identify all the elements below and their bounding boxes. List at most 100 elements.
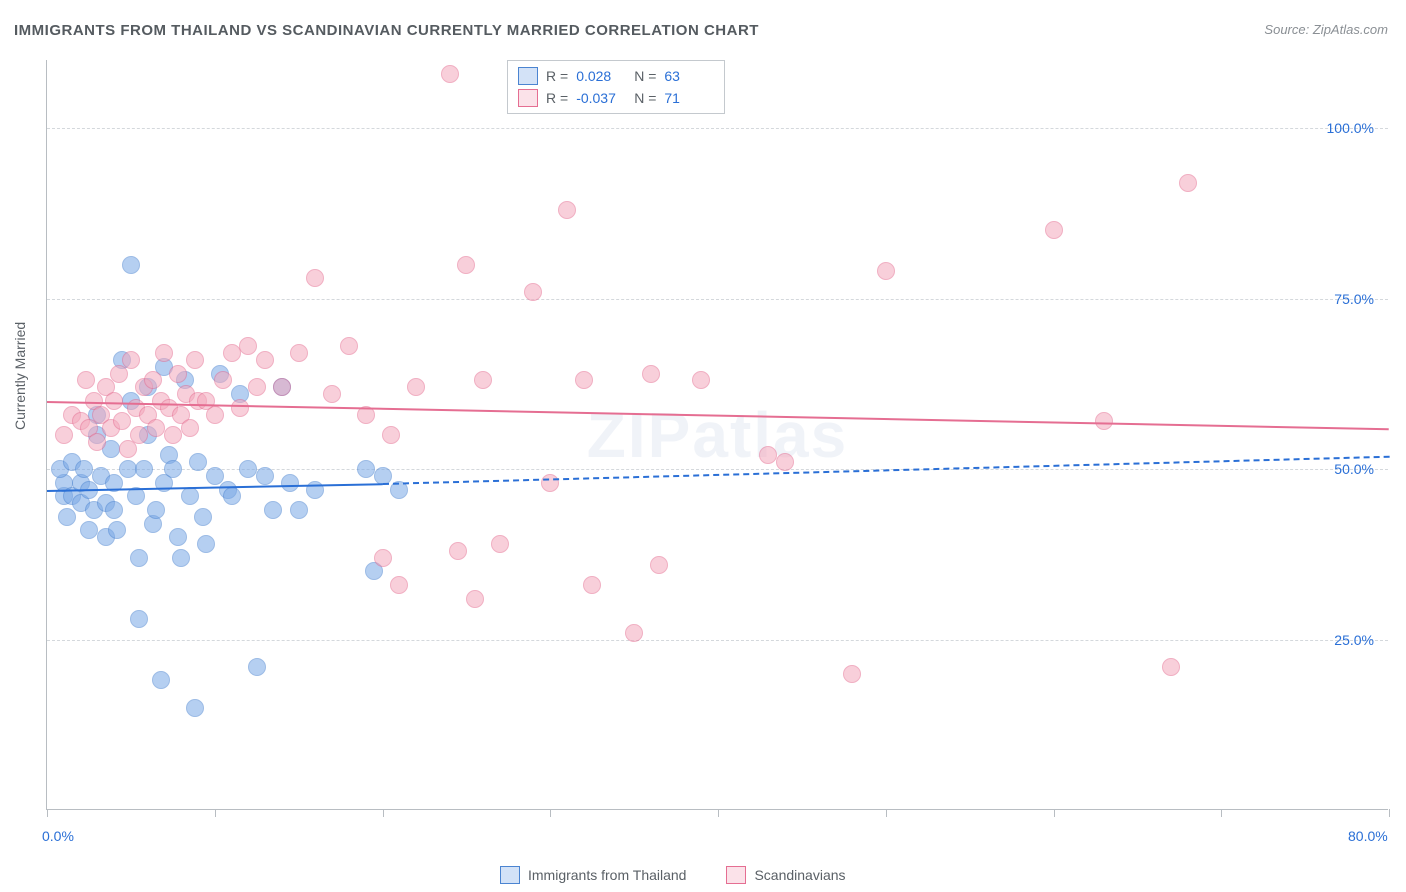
correlation-legend: R =0.028N =63R =-0.037N =71	[507, 60, 725, 114]
data-point	[58, 508, 76, 526]
legend-series-label: Immigrants from Thailand	[528, 867, 686, 883]
data-point	[77, 371, 95, 389]
x-tick	[383, 809, 384, 817]
data-point	[1162, 658, 1180, 676]
data-point	[223, 487, 241, 505]
x-axis-start-label: 0.0%	[42, 828, 74, 844]
data-point	[194, 508, 212, 526]
plot-area: ZIPatlas R =0.028N =63R =-0.037N =71 25.…	[46, 60, 1388, 810]
data-point	[692, 371, 710, 389]
data-point	[248, 378, 266, 396]
regression-line	[47, 401, 1389, 430]
data-point	[776, 453, 794, 471]
y-tick-label: 50.0%	[1334, 461, 1374, 477]
data-point	[340, 337, 358, 355]
legend-swatch	[518, 89, 538, 107]
legend-bottom-item: Immigrants from Thailand	[500, 866, 686, 884]
data-point	[147, 419, 165, 437]
legend-top-row: R = 0.028 N = 63	[518, 65, 714, 87]
legend-series-label: Scandinavians	[754, 867, 845, 883]
x-tick	[215, 809, 216, 817]
data-point	[449, 542, 467, 560]
data-point	[186, 699, 204, 717]
data-point	[147, 501, 165, 519]
data-point	[273, 378, 291, 396]
data-point	[80, 521, 98, 539]
x-tick	[550, 809, 551, 817]
data-point	[186, 351, 204, 369]
data-point	[466, 590, 484, 608]
data-point	[491, 535, 509, 553]
x-tick	[1221, 809, 1222, 817]
data-point	[239, 337, 257, 355]
gridline	[47, 128, 1388, 129]
data-point	[152, 671, 170, 689]
data-point	[390, 576, 408, 594]
y-tick-label: 100.0%	[1327, 120, 1374, 136]
data-point	[169, 365, 187, 383]
legend-swatch	[518, 67, 538, 85]
n-value: 63	[664, 68, 714, 84]
x-tick	[1054, 809, 1055, 817]
r-label: R =	[546, 90, 568, 106]
n-label: N =	[634, 68, 656, 84]
data-point	[306, 269, 324, 287]
data-point	[575, 371, 593, 389]
data-point	[290, 501, 308, 519]
data-point	[164, 460, 182, 478]
chart-container: IMMIGRANTS FROM THAILAND VS SCANDINAVIAN…	[0, 0, 1406, 892]
data-point	[181, 419, 199, 437]
data-point	[130, 549, 148, 567]
data-point	[407, 378, 425, 396]
legend-swatch	[726, 866, 746, 884]
data-point	[113, 412, 131, 430]
x-tick	[47, 809, 48, 817]
y-axis-label: Currently Married	[12, 322, 28, 430]
data-point	[583, 576, 601, 594]
data-point	[119, 460, 137, 478]
data-point	[135, 460, 153, 478]
data-point	[239, 460, 257, 478]
data-point	[108, 521, 126, 539]
x-axis-end-label: 80.0%	[1348, 828, 1388, 844]
data-point	[189, 453, 207, 471]
data-point	[122, 256, 140, 274]
data-point	[105, 392, 123, 410]
data-point	[75, 460, 93, 478]
data-point	[105, 501, 123, 519]
data-point	[264, 501, 282, 519]
r-value: -0.037	[576, 90, 626, 106]
data-point	[164, 426, 182, 444]
data-point	[441, 65, 459, 83]
data-point	[474, 371, 492, 389]
x-tick	[718, 809, 719, 817]
data-point	[223, 344, 241, 362]
data-point	[55, 426, 73, 444]
x-tick	[1389, 809, 1390, 817]
data-point	[650, 556, 668, 574]
data-point	[306, 481, 324, 499]
data-point	[169, 528, 187, 546]
data-point	[323, 385, 341, 403]
data-point	[382, 426, 400, 444]
data-point	[457, 256, 475, 274]
data-point	[843, 665, 861, 683]
data-point	[625, 624, 643, 642]
series-legend: Immigrants from Thailand Scandinavians	[500, 866, 846, 884]
data-point	[256, 351, 274, 369]
legend-bottom-item: Scandinavians	[726, 866, 845, 884]
r-label: R =	[546, 68, 568, 84]
data-point	[122, 351, 140, 369]
n-value: 71	[664, 90, 714, 106]
source-value: ZipAtlas.com	[1313, 22, 1388, 37]
r-value: 0.028	[576, 68, 626, 84]
data-point	[524, 283, 542, 301]
gridline	[47, 640, 1388, 641]
data-point	[642, 365, 660, 383]
legend-swatch	[500, 866, 520, 884]
data-point	[144, 371, 162, 389]
data-point	[541, 474, 559, 492]
data-point	[281, 474, 299, 492]
source-label: Source:	[1264, 22, 1309, 37]
data-point	[877, 262, 895, 280]
